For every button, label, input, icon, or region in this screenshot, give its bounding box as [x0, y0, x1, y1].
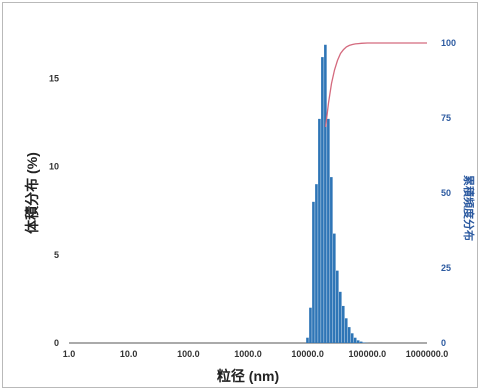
x-tick-label: 1000.0 — [234, 349, 262, 359]
x-axis-label: 粒径 (nm) — [217, 368, 279, 384]
x-tick-label: 1000000.0 — [406, 349, 449, 359]
histogram-bar — [347, 327, 351, 343]
y-tick-label: 5 — [54, 250, 59, 260]
y2-tick-label: 0 — [441, 338, 446, 348]
cumulative-line — [324, 42, 427, 128]
histogram-bar — [309, 307, 312, 343]
histogram-bar — [312, 201, 315, 343]
y-tick-label: 0 — [54, 338, 59, 348]
histogram-bar — [338, 291, 342, 343]
histogram-bar — [324, 44, 327, 343]
histogram-bar — [353, 337, 357, 343]
histogram-bar — [318, 118, 321, 343]
histogram-bar — [336, 270, 339, 343]
histogram-bar — [356, 340, 360, 343]
histogram-bar — [350, 333, 354, 343]
y2-tick-label: 75 — [441, 113, 451, 123]
histogram-bars — [306, 44, 369, 343]
histogram-bar — [315, 184, 318, 343]
y2-axis-label: 累積頻度分布 — [462, 175, 476, 241]
y2-tick-label: 50 — [441, 188, 451, 198]
histogram-bar — [306, 337, 309, 343]
y-tick-label: 15 — [49, 73, 59, 83]
histogram-bar — [333, 233, 336, 343]
y-axis-label: 体積分布 (%) — [24, 152, 40, 234]
x-tick-label: 100000.0 — [349, 349, 387, 359]
x-tick-label: 1.0 — [63, 349, 76, 359]
y-tick-label: 10 — [49, 162, 59, 172]
y2-tick-label: 100 — [441, 38, 456, 48]
histogram-bar — [321, 57, 324, 343]
histogram-bar — [362, 342, 366, 343]
histogram-bar — [359, 341, 363, 343]
chart-frame: 1.0 10.0 100.0 1000.0 10000.0 100000.0 1000000… — [2, 2, 478, 388]
histogram-bar — [344, 318, 348, 343]
histogram-bar — [330, 177, 333, 343]
y2-tick-label: 25 — [441, 263, 451, 273]
tick-labels: 1.0 10.0 100.0 1000.0 10000.0 100000.0 1000000… — [49, 38, 456, 359]
x-tick-label: 10000.0 — [291, 349, 324, 359]
x-tick-label: 10.0 — [120, 349, 138, 359]
particle-size-chart: 1.0 10.0 100.0 1000.0 10000.0 100000.0 1000000… — [24, 38, 476, 384]
x-tick-label: 100.0 — [177, 349, 200, 359]
cumulative-line-group — [324, 42, 427, 128]
histogram-bar — [327, 118, 330, 343]
histogram-bar — [341, 305, 345, 343]
